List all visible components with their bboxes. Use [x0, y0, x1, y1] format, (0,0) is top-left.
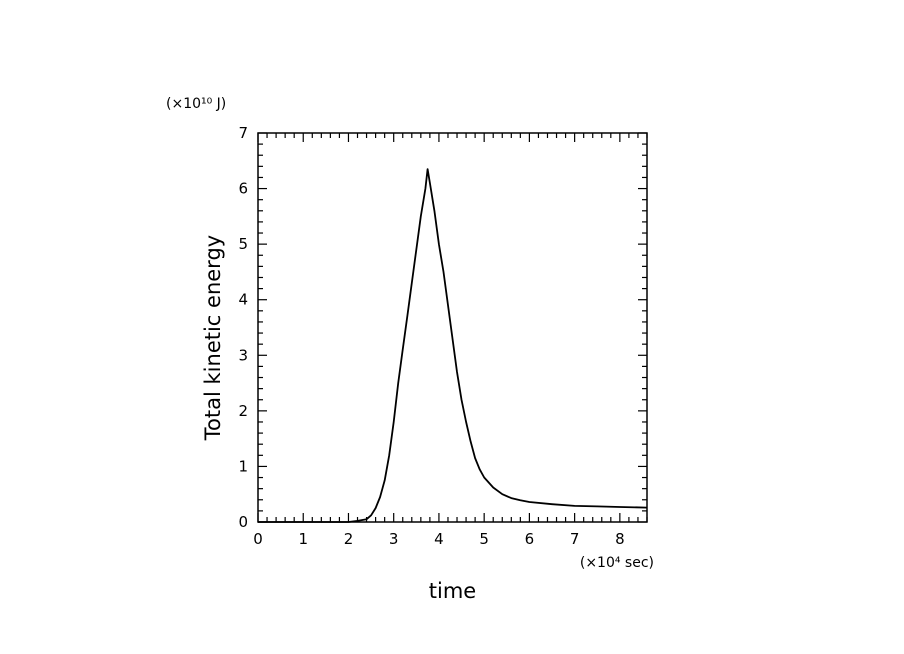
x-tick-label: 8 — [615, 530, 625, 548]
x-tick-label: 7 — [570, 530, 580, 548]
x-axis-title: time — [429, 579, 476, 603]
x-tick-label: 3 — [389, 530, 399, 548]
x-tick-label: 1 — [298, 530, 308, 548]
x-tick-label: 4 — [434, 530, 444, 548]
y-unit-label: (×10¹⁰ J) — [166, 96, 226, 112]
x-tick-label: 2 — [344, 530, 354, 548]
y-tick-label: 3 — [238, 346, 248, 364]
y-tick-label: 0 — [238, 513, 248, 531]
x-tick-label: 6 — [525, 530, 535, 548]
y-tick-label: 4 — [238, 291, 248, 309]
y-tick-label: 6 — [238, 180, 248, 198]
x-tick-label: 5 — [479, 530, 489, 548]
x-unit-label: (×10⁴ sec) — [580, 555, 654, 571]
plot-frame — [257, 132, 648, 523]
y-axis-title: Total kinetic energy — [201, 235, 225, 441]
y-tick-label: 2 — [238, 402, 248, 420]
x-tick-labels: 0 1 2 3 4 5 6 7 8 — [253, 530, 624, 548]
y-tick-labels: 0 1 2 3 4 5 6 7 — [238, 124, 248, 531]
y-tick-label: 5 — [238, 235, 248, 253]
x-tick-label: 0 — [253, 530, 263, 548]
y-tick-label: 7 — [238, 124, 248, 142]
y-tick-label: 1 — [238, 457, 248, 475]
series-line-total-kinetic-energy — [258, 168, 648, 523]
axis-ticks — [257, 132, 648, 523]
